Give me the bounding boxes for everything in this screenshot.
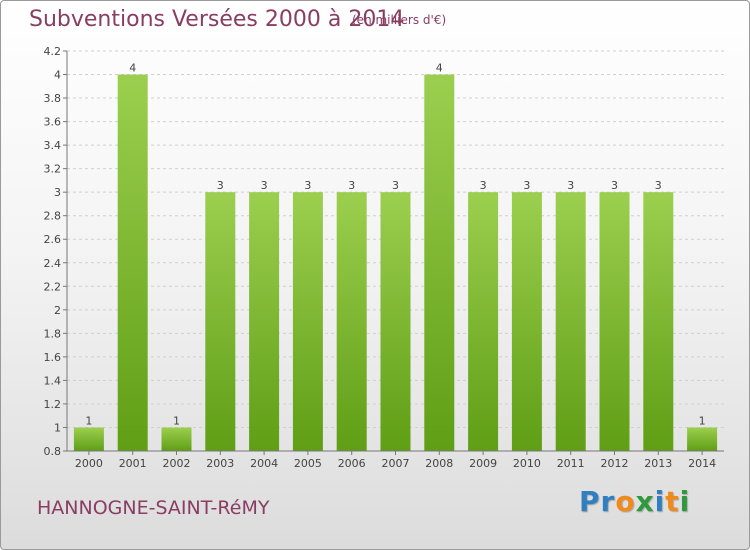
logo-letter: x [635,485,655,518]
y-axis-ticks: 0.8 1 1.2 1.4 1.6 1.8 2 2.2 2.4 2.6 2.8 3 3.2 3.4 3.6 3… [44,45,67,458]
commune-name: HANNOGNE-SAINT-RéMY [37,497,270,519]
y-tick-label: 4.2 [44,45,62,58]
x-tick-label-2000: 2000 [75,457,103,470]
y-tick-label: 1.6 [44,351,62,364]
y-tick-label: 1.4 [44,374,62,387]
x-tick-label-2002: 2002 [163,457,191,470]
logo-letter: i [679,485,691,518]
data-label-2003: 3 [217,179,224,192]
bar-2005 [292,192,323,452]
data-label-2011: 3 [567,179,574,192]
bar-2006 [336,192,367,452]
bar-2001 [117,74,148,451]
x-tick-label-2014: 2014 [688,457,716,470]
logo-letter: r [600,485,616,518]
x-tick-label-2007: 2007 [382,457,410,470]
unit-label: (en milliers d'€) [352,13,447,27]
data-label-2009: 3 [480,179,487,192]
bar-2000 [73,427,104,451]
logo-letter: P [579,485,601,518]
y-tick-label: 1.8 [44,327,62,340]
bar-chart: 0.8 1 1.2 1.4 1.6 1.8 2 2.2 2.4 2.6 2.8 3 3.2 3.4 3.6 3… [44,45,724,470]
data-label-2014: 1 [699,414,706,427]
bar-2008 [424,74,455,451]
data-label-2004: 3 [261,179,268,192]
logo-letter: i [654,485,666,518]
y-tick-label: 3 [54,186,61,199]
logo-letter: t [665,485,680,518]
y-tick-label: 2.2 [44,280,62,293]
x-tick-label-2012: 2012 [601,457,629,470]
data-label-2008: 4 [436,62,443,75]
data-label-2006: 3 [348,179,355,192]
y-tick-label: 4 [54,69,61,82]
data-label-2001: 4 [129,62,136,75]
y-tick-label: 3.4 [44,139,62,152]
x-tick-label-2006: 2006 [338,457,366,470]
data-labels: 1 4 1 3 3 3 3 3 4 3 3 3 3 3 1 [85,62,705,428]
x-tick-label-2011: 2011 [557,457,585,470]
data-label-2005: 3 [304,179,311,192]
y-tick-label: 0.8 [44,445,62,458]
bar-2003 [205,192,236,452]
data-label-2000: 1 [85,414,92,427]
x-tick-label-2005: 2005 [294,457,322,470]
y-tick-label: 3.6 [44,116,62,129]
x-tick-label-2010: 2010 [513,457,541,470]
data-label-2002: 1 [173,414,180,427]
y-tick-label: 1.2 [44,398,62,411]
x-tick-label-2003: 2003 [206,457,234,470]
bar-2010 [511,192,542,452]
data-label-2013: 3 [655,179,662,192]
y-tick-label: 2.6 [44,233,62,246]
bar-2014 [687,427,718,451]
y-tick-label: 3.8 [44,92,62,105]
y-tick-label: 1 [54,421,61,434]
bar-2009 [468,192,499,452]
y-tick-label: 2.8 [44,210,62,223]
bars [73,74,718,452]
bar-2002 [161,427,192,451]
proxiti-logo: Proxiti [579,485,690,518]
data-label-2007: 3 [392,179,399,192]
bar-2012 [599,192,630,452]
x-tick-label-2008: 2008 [425,457,453,470]
y-tick-label: 3.2 [44,163,62,176]
y-tick-label: 2.4 [44,257,62,270]
logo-letter: o [615,485,636,518]
chart-title: Subventions Versées 2000 à 2014 [29,7,405,32]
y-tick-label: 2 [54,304,61,317]
x-tick-label-2013: 2013 [644,457,672,470]
bar-2004 [249,192,280,452]
x-tick-label-2009: 2009 [469,457,497,470]
x-tick-label-2004: 2004 [250,457,278,470]
bar-2013 [643,192,674,452]
x-tick-label-2001: 2001 [119,457,147,470]
data-label-2012: 3 [611,179,618,192]
bar-2011 [555,192,586,452]
data-label-2010: 3 [523,179,530,192]
x-axis-ticks: 2000 2001 2002 2003 2004 2005 2006 2007 2008 2009… [75,451,716,470]
bar-2007 [380,192,411,452]
